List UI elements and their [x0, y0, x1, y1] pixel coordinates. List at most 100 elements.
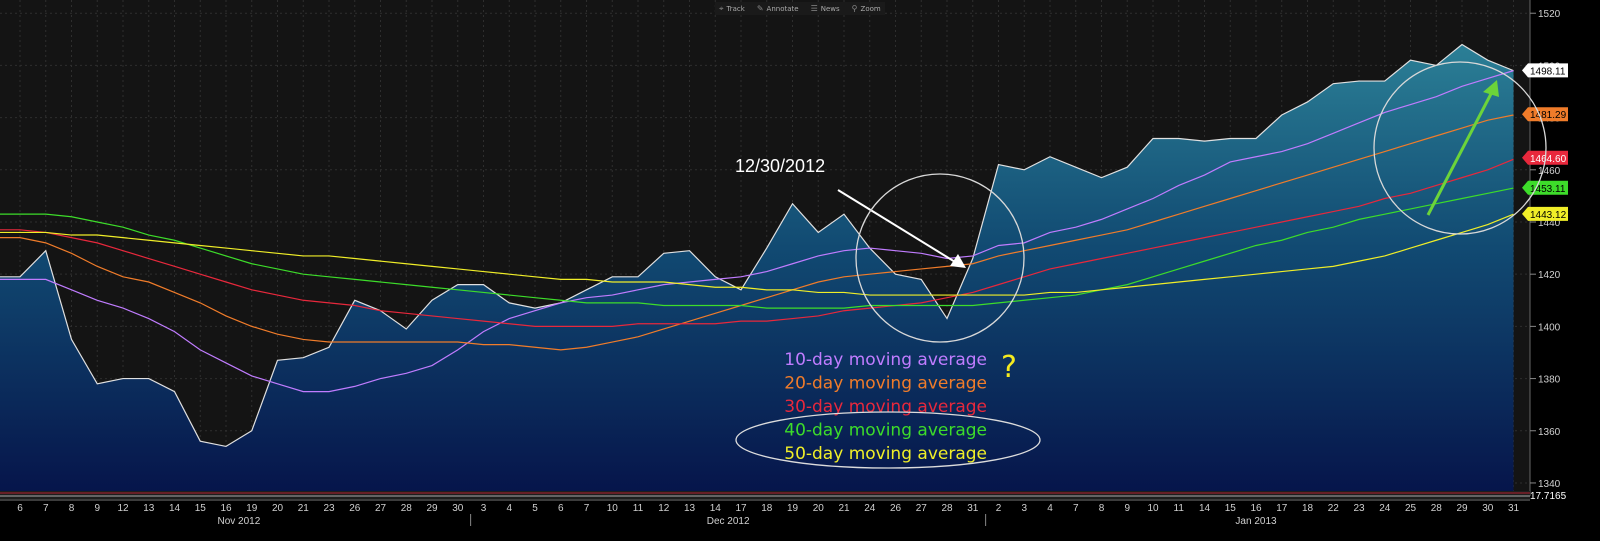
x-tick-label: 18: [1302, 503, 1314, 514]
x-tick-label: 12: [658, 503, 670, 514]
price-tag-1: [1522, 63, 1568, 78]
date-arrow-head: [950, 254, 966, 268]
news-icon: ☰: [810, 4, 818, 13]
toolbar-button-label: Zoom: [860, 4, 881, 13]
chart-toolbar: ⌖ Track ✎ Annotate ☰ News ⚲ Zoom: [715, 2, 885, 15]
x-tick-label: 26: [890, 503, 902, 514]
x-tick-label: 23: [323, 503, 335, 514]
lower-panel-bg: [0, 491, 1530, 499]
y-tick-label: 1460: [1538, 166, 1561, 177]
x-tick-label: 3: [481, 503, 487, 514]
price-tag-text: 1481.29: [1530, 110, 1567, 121]
x-tick-label: 22: [1328, 503, 1340, 514]
y-axis-background: [1530, 0, 1600, 541]
annotations: 12/30/2012 10-day moving average 20-day mo…: [735, 61, 1547, 469]
x-tick-label: 10: [607, 503, 619, 514]
toolbar-annotate-button[interactable]: ✎ Annotate: [753, 2, 803, 15]
x-tick-label: 8: [69, 503, 75, 514]
toolbar-track-button[interactable]: ⌖ Track: [715, 2, 749, 15]
price-tag-5: [1522, 206, 1568, 221]
lower-panel-value: 17.7165: [1530, 491, 1567, 502]
price-tag-4: [1522, 180, 1568, 195]
x-tick-label: 31: [967, 503, 979, 514]
x-tick-label: 3: [1021, 503, 1027, 514]
y-tick-label: 1360: [1538, 427, 1561, 438]
month-label: Dec 2012: [707, 516, 750, 527]
x-tick-label: 13: [143, 503, 155, 514]
zoom-icon: ⚲: [851, 4, 858, 13]
month-label: Jan 2013: [1235, 516, 1277, 527]
price-area-fill: [0, 44, 1514, 496]
price-tag-text: 1464.60: [1530, 154, 1567, 165]
x-tick-label: 29: [1456, 503, 1468, 514]
trend-arrow-line: [1426, 89, 1495, 216]
x-tick-label: 19: [246, 503, 258, 514]
ma-line-2: [0, 114, 1514, 351]
x-tick-label: 9: [1124, 503, 1130, 514]
ma-line-1: [0, 70, 1514, 393]
x-tick-label: 14: [1199, 503, 1211, 514]
y-tick-label: 1380: [1538, 375, 1561, 386]
x-tick-label: 6: [17, 503, 23, 514]
x-tick-label: 23: [1353, 503, 1365, 514]
legend-entry-3: 30-day moving average: [784, 397, 987, 417]
x-tick-label: 19: [787, 503, 799, 514]
x-tick-label: 16: [1250, 503, 1262, 514]
x-tick-label: 14: [169, 503, 181, 514]
x-tick-label: 10: [1147, 503, 1159, 514]
ma-line-4: [0, 187, 1514, 309]
x-tick-label: 18: [761, 503, 773, 514]
x-tick-label: 20: [813, 503, 825, 514]
x-tick-label: 17: [735, 503, 747, 514]
x-tick-label: 4: [1047, 503, 1053, 514]
x-tick-label: 28: [1431, 503, 1443, 514]
x-tick-label: 24: [1379, 503, 1391, 514]
price-tag-text: 1453.11: [1530, 184, 1566, 195]
x-tick-label: 12: [117, 503, 129, 514]
x-tick-label: 4: [506, 503, 512, 514]
toolbar-zoom-button[interactable]: ⚲ Zoom: [848, 2, 885, 15]
highlight-circle-dec: [855, 173, 1025, 343]
pencil-icon: ✎: [756, 4, 764, 13]
trend-arrow-head: [1483, 80, 1499, 97]
x-tick-label: 11: [633, 503, 644, 514]
track-icon: ⌖: [719, 3, 724, 13]
x-tick-label: 7: [43, 503, 49, 514]
x-tick-label: 21: [298, 503, 310, 514]
x-tick-label: 26: [349, 503, 361, 514]
x-tick-label: 28: [941, 503, 953, 514]
price-tags: 1498.11 1481.29 1464.60 1453.11 1443.12: [1522, 63, 1568, 221]
x-tick-label: 2: [996, 503, 1002, 514]
question-mark: ?: [1001, 350, 1017, 385]
x-axis: 6 7 8 9 12 13 14 15 16 19 20 21 23 26 27 28 29 30 3 4 5 6 7 10 1…: [0, 499, 1530, 527]
toolbar-news-button[interactable]: ☰ News: [807, 2, 844, 15]
price-line: [0, 43, 1514, 448]
x-tick-label: 6: [558, 503, 564, 514]
x-tick-label: 30: [1482, 503, 1494, 514]
x-tick-label: 29: [426, 503, 438, 514]
y-tick-label: 1420: [1538, 270, 1561, 281]
x-tick-label: 17: [1276, 503, 1288, 514]
ma-line-5: [0, 213, 1514, 296]
x-tick-label: 16: [220, 503, 232, 514]
date-arrow-line: [837, 189, 961, 266]
highlight-circle-jan: [1373, 61, 1547, 235]
x-tick-label: 30: [452, 503, 464, 514]
x-tick-label: 13: [684, 503, 696, 514]
x-tick-label: 7: [1073, 503, 1079, 514]
x-tick-label: 15: [195, 503, 207, 514]
toolbar-button-label: Track: [726, 4, 745, 13]
x-tick-label: 31: [1508, 503, 1520, 514]
x-tick-label: 24: [864, 503, 876, 514]
x-tick-label: 15: [1225, 503, 1237, 514]
price-area: [0, 43, 1514, 496]
x-tick-label: 14: [710, 503, 722, 514]
price-tag-text: 1443.12: [1530, 210, 1567, 221]
x-tick-label: 11: [1174, 503, 1185, 514]
x-tick-label: 21: [838, 503, 850, 514]
legend-entry-5: 50-day moving average: [784, 444, 987, 464]
y-tick-label: 1340: [1538, 479, 1561, 490]
price-tag-2: [1522, 107, 1568, 122]
y-tick-label: 1400: [1538, 322, 1561, 333]
